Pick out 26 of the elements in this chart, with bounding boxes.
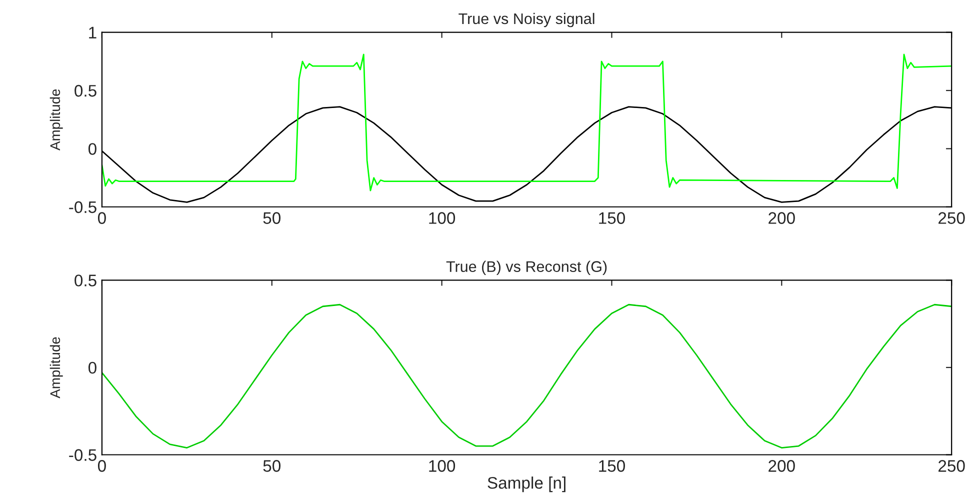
y-axis-title: Amplitude [50, 337, 63, 398]
chart-title: True vs Noisy signal [458, 12, 594, 28]
x-tick-label: 150 [599, 212, 625, 224]
x-tick-label: 200 [768, 460, 795, 472]
x-tick-label: 0 [98, 212, 106, 224]
y-tick-label: 0.5 [74, 274, 96, 286]
y-tick-label: -0.5 [69, 201, 96, 214]
chart-title: True (B) vs Reconst (G) [446, 260, 607, 276]
x-tick-label: 250 [938, 212, 965, 224]
x-tick-label: 100 [429, 460, 456, 472]
y-axis-title: Amplitude [50, 89, 63, 150]
x-tick-label: 50 [263, 212, 280, 224]
x-tick-label: 200 [768, 212, 795, 224]
line-series [102, 304, 952, 448]
y-tick-label: 0 [88, 362, 96, 374]
line-series [102, 54, 952, 192]
x-tick-label: 100 [429, 212, 456, 224]
x-axis-title: Sample [n] [488, 476, 566, 492]
y-tick-label: 0 [88, 143, 96, 155]
y-tick-label: -0.5 [69, 449, 96, 461]
x-tick-label: 150 [599, 460, 625, 472]
x-tick-label: 50 [263, 460, 280, 472]
x-tick-label: 0 [98, 460, 106, 472]
y-tick-label: 1 [89, 26, 96, 38]
y-tick-label: 0.5 [74, 84, 96, 97]
x-tick-label: 250 [938, 460, 965, 472]
